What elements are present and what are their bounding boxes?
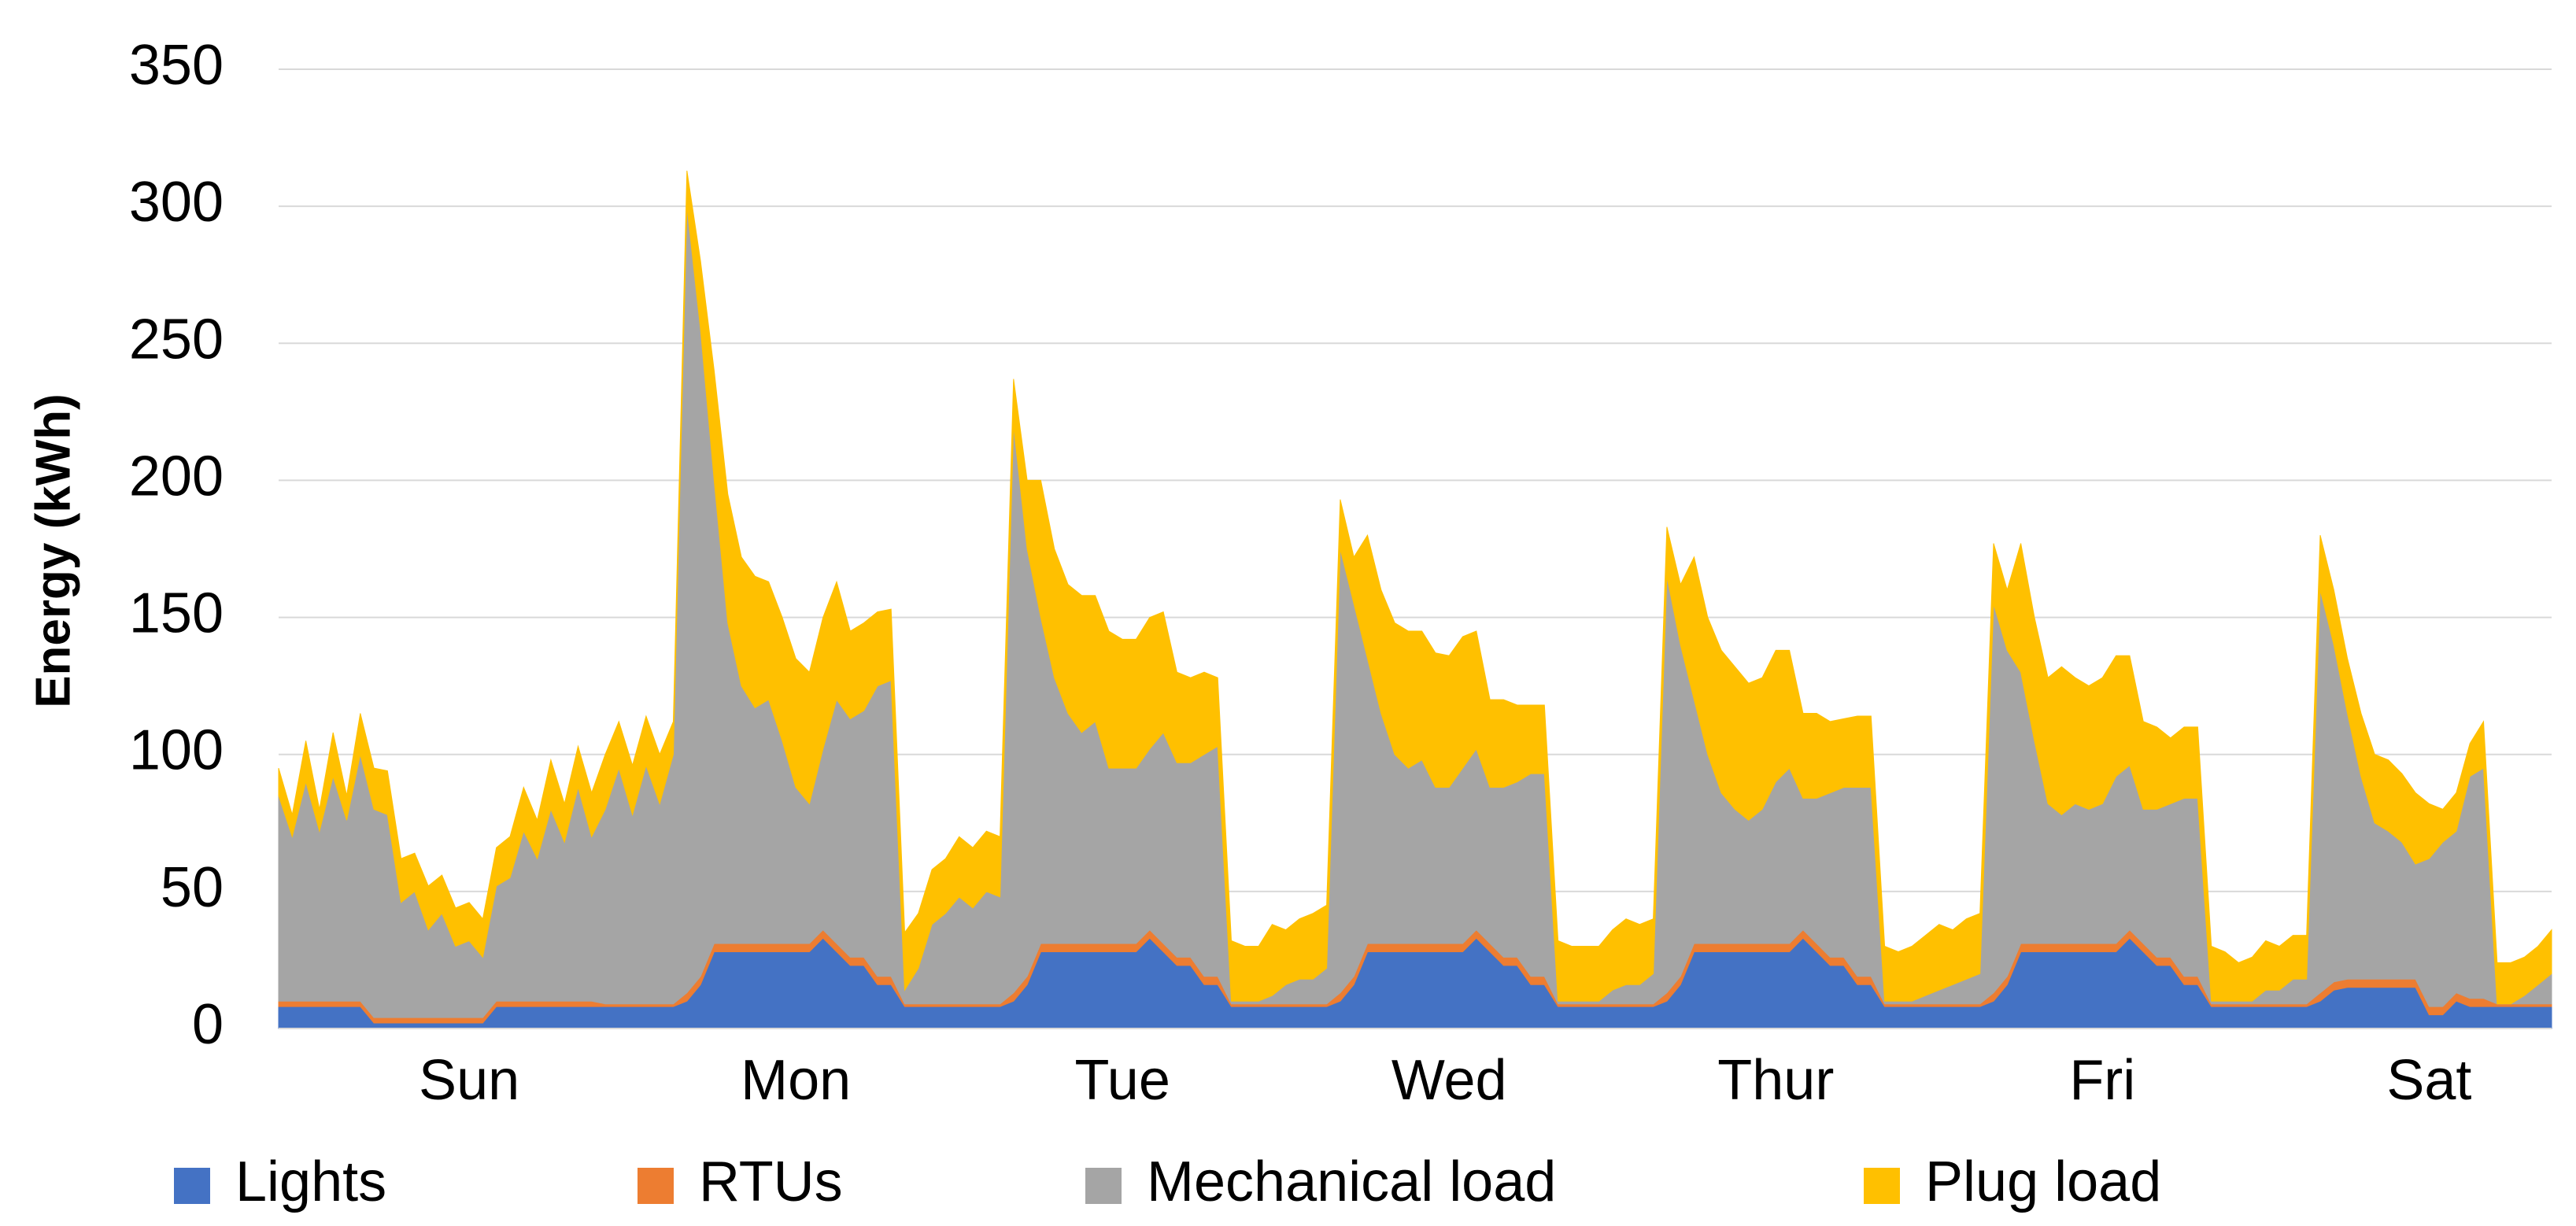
x-tick-label: Wed [1391,1049,1507,1112]
area [278,170,2552,1005]
y-tick-label: 250 [129,308,224,371]
legend-swatch [174,1168,210,1204]
axes: 0 50 100 150 200 250 300 350 Sun Mon Tue Wed Thur Fri… [129,34,2552,1112]
legend-swatch [1864,1168,1900,1204]
legend-swatch [1085,1168,1122,1204]
legend-label: Mechanical load [1147,1150,1556,1213]
x-tick-label: Fri [2069,1049,2135,1112]
y-tick-label: 200 [129,445,224,508]
x-tick-label: Tue [1074,1049,1170,1112]
x-tick-label: Thur [1717,1049,1834,1112]
y-tick-label: 0 [192,993,224,1056]
legend-label: Plug load [1925,1150,2161,1213]
area [278,206,2552,1018]
legend-swatch [638,1168,674,1204]
legend: Lights RTUs Mechanical load Plug load [174,1150,2161,1213]
legend-label: RTUs [699,1150,843,1213]
legend-label: Lights [235,1150,386,1213]
y-axis-label: Energy (kWh) [26,393,80,708]
plot-area [278,170,2552,1029]
x-tick-label: Sun [419,1049,519,1112]
y-tick-label: 350 [129,34,224,97]
y-tick-label: 50 [161,856,224,919]
y-tick-label: 100 [129,719,224,782]
y-tick-label: 300 [129,171,224,234]
x-tick-label: Sat [2386,1049,2471,1112]
x-tick-label: Mon [741,1049,851,1112]
y-tick-label: 150 [129,582,224,645]
